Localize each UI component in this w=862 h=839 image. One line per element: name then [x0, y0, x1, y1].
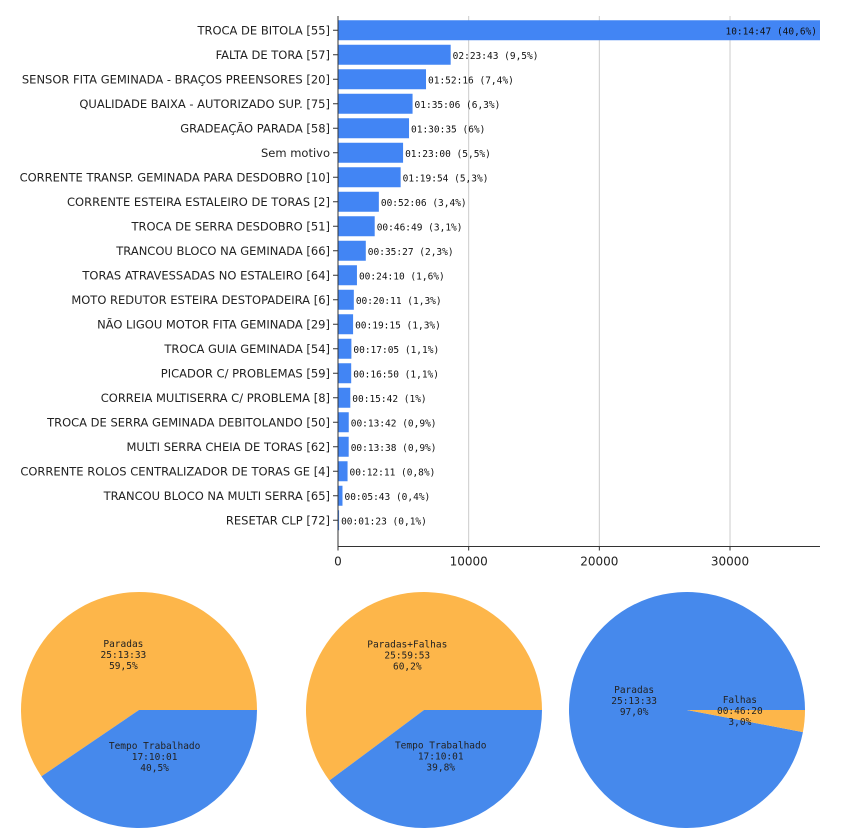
bar[interactable]: [338, 191, 379, 212]
bar[interactable]: [338, 216, 375, 237]
bar[interactable]: [338, 510, 340, 531]
pie-slice-percent: 40,5%: [140, 763, 169, 774]
category-label: TROCA DE SERRA GEMINADA DEBITOLANDO [50]: [46, 415, 330, 429]
pie-slice-time: 17:10:01: [418, 751, 464, 762]
value-label: 00:05:43 (0,4%): [344, 492, 430, 503]
value-label: 01:19:54 (5,3%): [403, 173, 489, 184]
category-label: TRANCOU BLOCO NA GEMINADA [66]: [115, 244, 330, 258]
value-label: 00:24:10 (1,6%): [359, 271, 445, 282]
x-tick-label: 20000: [580, 555, 618, 569]
bar[interactable]: [338, 167, 401, 188]
pie-slice[interactable]: [306, 592, 542, 781]
bar[interactable]: [338, 265, 357, 286]
downtime-bar-chart: TROCA DE BITOLA [55] 10:14:47 (40,6%) FALT…: [20, 16, 820, 569]
pie-slice-percent: 3,0%: [728, 717, 751, 728]
bar[interactable]: [338, 240, 366, 261]
pie-slice-time: 00:46:20: [717, 706, 763, 717]
pie-slice-percent: 39,8%: [426, 762, 455, 773]
category-label: CORRENTE ROLOS CENTRALIZADOR DE TORAS GE…: [20, 464, 330, 478]
category-label: RESETAR CLP [72]: [226, 513, 330, 527]
pie-slice-percent: 60,2%: [393, 662, 422, 673]
pie-slice[interactable]: [20, 592, 257, 777]
category-label: Sem motivo: [261, 146, 330, 160]
bar[interactable]: [338, 436, 349, 457]
value-label: 00:20:11 (1,3%): [356, 296, 442, 307]
pie-slice-name: Paradas: [614, 685, 654, 696]
category-label: QUALIDADE BAIXA - AUTORIZADO SUP. [75]: [79, 97, 330, 111]
pie-slice[interactable]: [41, 710, 257, 828]
category-label: MOTO REDUTOR ESTEIRA DESTOPADEIRA [6]: [71, 293, 330, 307]
value-label: 00:19:15 (1,3%): [355, 320, 441, 331]
pie-slice-percent: 97,0%: [620, 707, 649, 718]
value-label: 00:16:50 (1,1%): [353, 369, 439, 380]
bar[interactable]: [338, 387, 351, 408]
pie-slice-time: 17:10:01: [132, 752, 178, 763]
bar[interactable]: [338, 289, 354, 310]
pie-slice-name: Falhas: [723, 695, 757, 706]
value-label: 10:14:47 (40,6%): [725, 26, 817, 37]
pie-slice[interactable]: [329, 710, 542, 828]
bar[interactable]: [338, 20, 820, 41]
pie-slice-name: Paradas+Falhas: [367, 640, 447, 651]
value-label: 00:35:27 (2,3%): [368, 247, 454, 258]
bar[interactable]: [338, 363, 352, 384]
value-label: 01:30:35 (6%): [411, 124, 485, 135]
category-label: PICADOR C/ PROBLEMAS [59]: [161, 366, 330, 380]
x-tick-label: 0: [334, 555, 342, 569]
category-label: TROCA DE SERRA DESDOBRO [51]: [130, 219, 330, 233]
bar[interactable]: [338, 314, 354, 335]
value-label: 00:17:05 (1,1%): [353, 345, 439, 356]
category-label: NÃO LIGOU MOTOR FITA GEMINADA [29]: [97, 316, 330, 331]
x-tick-label: 30000: [711, 555, 749, 569]
bar[interactable]: [338, 338, 352, 359]
pie-slice-name: Tempo Trabalhado: [395, 740, 487, 751]
category-label: CORREIA MULTISERRA C/ PROBLEMA [8]: [101, 391, 330, 405]
bar[interactable]: [338, 44, 451, 65]
category-label: FALTA DE TORA [57]: [216, 48, 330, 62]
pie-slice-time: 25:13:33: [101, 650, 147, 661]
pie-slice-name: Tempo Trabalhado: [109, 741, 201, 752]
category-label: CORRENTE TRANSP. GEMINADA PARA DESDOBRO …: [20, 170, 330, 184]
value-label: 00:13:42 (0,9%): [351, 418, 437, 429]
value-label: 01:35:06 (6,3%): [415, 100, 501, 111]
bar[interactable]: [338, 69, 427, 90]
category-label: TORAS ATRAVESSADAS NO ESTALEIRO [64]: [81, 268, 330, 282]
bar[interactable]: [338, 412, 349, 433]
value-label: 00:15:42 (1%): [352, 394, 426, 405]
value-label: 01:23:00 (5,5%): [405, 149, 491, 160]
category-label: CORRENTE ESTEIRA ESTALEIRO DE TORAS [2]: [67, 195, 330, 209]
category-label: SENSOR FITA GEMINADA - BRAÇOS PREENSORES…: [22, 72, 330, 86]
category-label: TROCA DE BITOLA [55]: [196, 23, 330, 37]
pie-slice-percent: 59,5%: [109, 661, 138, 672]
value-label: 00:13:38 (0,9%): [351, 443, 437, 454]
pie-slice-time: 25:59:53: [384, 651, 430, 662]
value-label: 02:23:43 (9,5%): [453, 51, 539, 62]
pie-slice[interactable]: [568, 592, 805, 829]
category-label: GRADEAÇÃO PARADA [58]: [180, 120, 330, 135]
x-tick-label: 10000: [450, 555, 488, 569]
value-label: 01:52:16 (7,4%): [428, 75, 514, 86]
value-label: 00:46:49 (3,1%): [377, 222, 463, 233]
bar[interactable]: [338, 485, 343, 506]
value-label: 00:52:06 (3,4%): [381, 198, 467, 209]
category-label: TRANCOU BLOCO NA MULTI SERRA [65]: [103, 489, 330, 503]
category-label: MULTI SERRA CHEIA DE TORAS [62]: [126, 440, 330, 454]
value-label: 00:12:11 (0,8%): [350, 467, 436, 478]
bar[interactable]: [338, 461, 348, 482]
bar[interactable]: [338, 142, 404, 163]
pie-slice-time: 25:13:33: [611, 696, 657, 707]
bar[interactable]: [338, 118, 410, 139]
value-label: 00:01:23 (0,1%): [341, 516, 427, 527]
pie-slice-name: Paradas: [103, 639, 143, 650]
bar[interactable]: [338, 93, 413, 114]
category-label: TROCA GUIA GEMINADA [54]: [163, 342, 330, 356]
pie-slice[interactable]: [687, 710, 805, 733]
